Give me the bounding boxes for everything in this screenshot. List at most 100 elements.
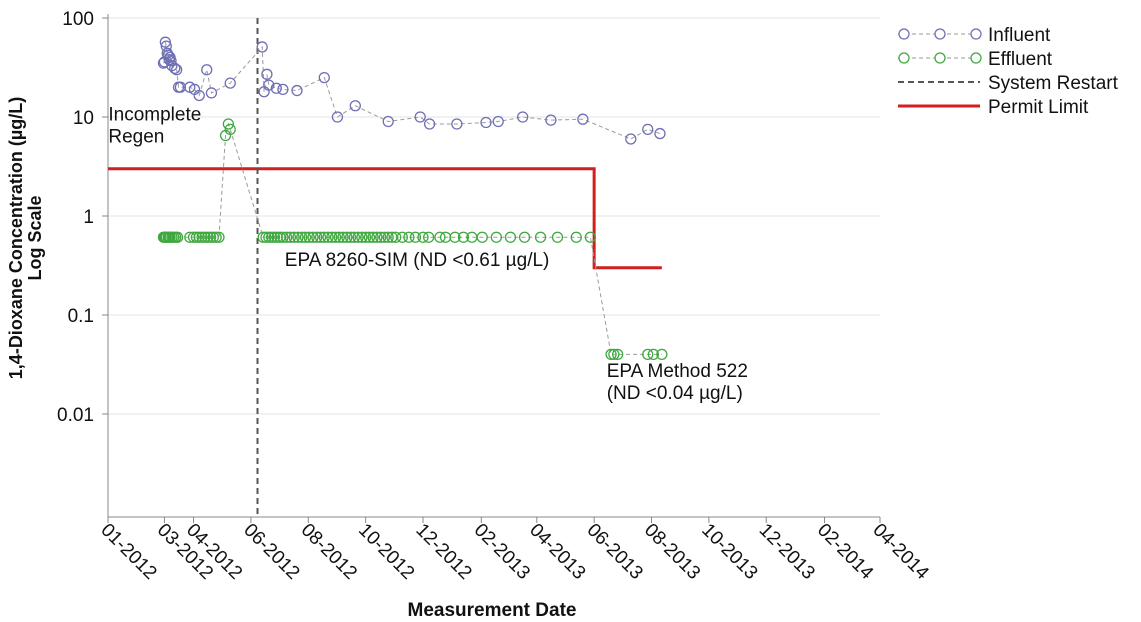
influent-point: [414, 111, 426, 123]
influent-point: [577, 113, 589, 125]
influent-point: [170, 64, 183, 76]
effluent-point: [608, 348, 620, 361]
effluent-point: [213, 231, 225, 243]
effluent-point: [257, 231, 269, 243]
legend-marker: [934, 52, 946, 64]
effluent-point: [222, 118, 235, 130]
effluent-point: [378, 231, 391, 243]
influent-point: [423, 118, 436, 130]
influent-point: [331, 111, 344, 123]
y-tick-label: 0.1: [68, 306, 94, 327]
y-axis-title: 1,4-Dioxane Concentration (µg/L): [6, 97, 26, 379]
y-tick-label: 1: [83, 207, 94, 228]
influent-point: [492, 115, 504, 128]
effluent-point: [422, 231, 435, 243]
effluent-point: [352, 231, 364, 243]
influent-point: [382, 115, 394, 128]
axes: 1001010.10.0101-201203-201204-201206-201…: [57, 9, 933, 584]
y-tick-label: 10: [73, 108, 94, 129]
gridlines: [108, 17, 880, 415]
effluent-point: [329, 231, 342, 243]
effluent-point: [390, 231, 402, 243]
legend-label: Permit Limit: [988, 97, 1089, 118]
y-tick-label: 0.01: [57, 405, 94, 426]
legend-marker: [970, 52, 982, 64]
influent-point: [480, 116, 492, 129]
influent-point: [159, 36, 172, 48]
effluent-point: [314, 231, 327, 243]
effluent-point: [199, 231, 211, 243]
legend-label: Influent: [988, 25, 1051, 46]
effluent-point: [210, 231, 222, 243]
x-tick-label: 10-2012: [354, 520, 418, 584]
effluent-point: [449, 231, 461, 243]
influent-point: [205, 87, 218, 99]
effluent-point: [288, 231, 300, 243]
effluent-point: [371, 231, 383, 243]
effluent-point: [260, 231, 272, 243]
effluent-point: [341, 231, 353, 243]
influent-point: [270, 82, 282, 94]
effluent-point: [299, 231, 312, 243]
effluent-point: [202, 231, 214, 243]
influent-point: [625, 133, 637, 145]
effluent-point: [333, 231, 345, 243]
effluent-point: [337, 231, 349, 243]
effluent-point: [417, 231, 429, 243]
effluent-point: [196, 231, 208, 243]
effluent-point: [187, 231, 200, 243]
effluent-point: [326, 231, 338, 243]
y-tick-label: 100: [62, 9, 94, 30]
x-tick-label: 12-2013: [755, 520, 819, 584]
effluent-point: [584, 231, 597, 243]
effluent-point: [193, 231, 205, 243]
effluent-point: [367, 231, 379, 243]
legend-label: System Restart: [988, 73, 1119, 94]
effluent-point: [171, 231, 184, 243]
influent-point: [224, 77, 236, 89]
effluent-point: [409, 231, 422, 243]
effluent-point: [534, 231, 547, 243]
effluent-point: [348, 231, 361, 243]
annotation-text: EPA Method 522: [607, 361, 748, 382]
effluent-point: [322, 231, 334, 243]
effluent-point: [518, 231, 531, 243]
effluent-point: [284, 231, 297, 243]
effluent-point: [265, 231, 278, 243]
y-axis-subtitle: Log Scale: [25, 195, 45, 280]
x-tick-label: 04-2014: [868, 520, 932, 584]
effluent-point: [344, 231, 357, 243]
influent-point: [642, 123, 654, 136]
effluent-point: [656, 348, 668, 361]
legend-item-effluent: Effluent: [898, 49, 1053, 70]
effluent-point: [403, 231, 415, 243]
legend-label: Effluent: [988, 49, 1053, 70]
legend-item-permit-limit: Permit Limit: [898, 97, 1089, 118]
influent-point: [318, 71, 330, 84]
legend-marker: [898, 52, 910, 64]
effluent-point: [457, 231, 470, 243]
x-tick-label: 06-2013: [583, 520, 647, 584]
legend-marker: [934, 28, 946, 40]
effluent-point: [263, 231, 275, 243]
effluent-point: [292, 231, 304, 243]
influent-point: [654, 127, 666, 140]
annotation-text: Regen: [108, 127, 164, 148]
effluent-point: [277, 231, 289, 243]
effluent-point: [303, 231, 315, 243]
influent-point: [261, 68, 273, 80]
effluent-point: [268, 231, 281, 243]
legend-item-system-restart: System Restart: [898, 73, 1119, 94]
influent-point: [291, 84, 303, 97]
annotation-text: (ND <0.04 µg/L): [607, 383, 743, 404]
effluent-point: [204, 231, 217, 243]
effluent-point: [490, 231, 503, 243]
permit-limit-line: [108, 167, 662, 270]
effluent-point: [307, 231, 319, 243]
x-tick-label: 04-2013: [525, 520, 589, 584]
annotation-text: EPA 8260-SIM (ND <0.61 µg/L): [285, 250, 550, 271]
effluent-point: [281, 231, 293, 243]
influent-point: [545, 114, 557, 126]
